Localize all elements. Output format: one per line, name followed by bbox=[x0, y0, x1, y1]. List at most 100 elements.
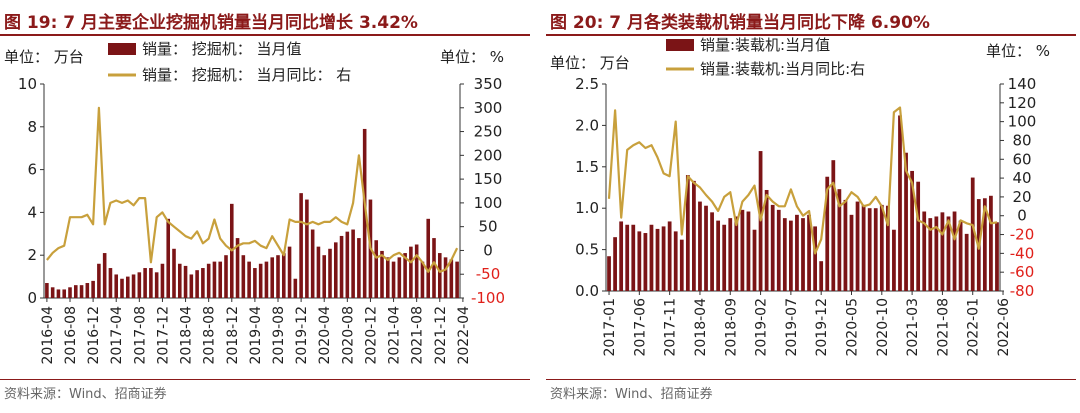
bar bbox=[843, 199, 848, 291]
x-tick-label: 2018-04 bbox=[693, 298, 709, 357]
bar bbox=[995, 222, 999, 291]
bar bbox=[328, 248, 332, 298]
bar bbox=[56, 289, 61, 298]
legend-bar-swatch bbox=[666, 39, 694, 51]
x-tick-label: 2020-05 bbox=[844, 298, 860, 357]
bar bbox=[45, 283, 49, 298]
right-unit-label: 单位： % bbox=[986, 42, 1050, 60]
bar bbox=[160, 263, 165, 298]
right-tick-label: 250 bbox=[474, 123, 503, 141]
chart-title: 图 19: 7 月主要企业挖掘机销量当月同比增长 3.42% bbox=[4, 13, 418, 33]
bar bbox=[432, 238, 436, 298]
bar bbox=[685, 175, 690, 291]
bar bbox=[339, 235, 344, 298]
bar bbox=[788, 220, 793, 291]
bar bbox=[776, 209, 781, 291]
bar bbox=[380, 250, 384, 298]
legend-item: 销量： 挖掘机： 当月同比： 右 bbox=[142, 66, 351, 84]
bar bbox=[172, 248, 176, 298]
bar bbox=[637, 231, 642, 291]
x-tick-label: 2019-02 bbox=[754, 298, 770, 357]
bar bbox=[247, 261, 251, 298]
bar bbox=[420, 261, 425, 298]
bar bbox=[426, 218, 431, 298]
right-tick-label: -100 bbox=[471, 289, 505, 307]
bar bbox=[281, 253, 286, 298]
right-tick-label: -80 bbox=[1010, 282, 1035, 300]
bar bbox=[619, 221, 624, 291]
bar bbox=[414, 244, 419, 298]
x-tick-label: 2019-08 bbox=[271, 306, 287, 365]
bar bbox=[885, 205, 890, 291]
x-tick-label: 2017-11 bbox=[663, 298, 679, 357]
bar bbox=[276, 255, 280, 298]
x-tick-label: 2018-04 bbox=[179, 306, 195, 365]
bar bbox=[189, 274, 194, 298]
bar bbox=[861, 204, 866, 291]
yoy-line bbox=[607, 106, 998, 255]
bar bbox=[293, 278, 298, 298]
right-tick-label: 0 bbox=[1017, 207, 1027, 225]
bar bbox=[813, 226, 818, 291]
bar bbox=[235, 238, 240, 298]
bar bbox=[397, 257, 402, 298]
right-tick-label: 300 bbox=[474, 99, 503, 117]
bar bbox=[218, 261, 223, 298]
chart-panel-right: 图 20: 7 月各类装载机销量当月同比下降 6.90% 单位： 万台 单位： %… bbox=[546, 0, 1076, 413]
bar bbox=[989, 195, 993, 291]
x-tick-label: 2018-09 bbox=[723, 298, 739, 357]
bar bbox=[125, 276, 130, 298]
bar bbox=[625, 224, 630, 291]
bar bbox=[264, 261, 269, 298]
x-tick-label: 2016-08 bbox=[63, 306, 79, 365]
bar bbox=[752, 229, 757, 291]
bar bbox=[673, 231, 678, 291]
legend-bar-swatch bbox=[108, 43, 136, 55]
left-tick-label: 0 bbox=[27, 289, 37, 307]
bar bbox=[149, 268, 153, 298]
x-tick-label: 2018-12 bbox=[225, 306, 241, 365]
bar bbox=[613, 237, 617, 291]
bar bbox=[831, 160, 836, 291]
x-tick-label: 2020-10 bbox=[875, 298, 891, 357]
x-tick-label: 2017-12 bbox=[155, 306, 171, 365]
x-tick-label: 2021-04 bbox=[387, 306, 403, 365]
bar bbox=[679, 239, 684, 291]
x-tick-label: 2018-08 bbox=[202, 306, 218, 365]
source-note: 资料来源：Wind、招商证券 bbox=[4, 387, 167, 402]
bar bbox=[764, 189, 769, 291]
x-tick-label: 2022-01 bbox=[966, 298, 982, 357]
bar bbox=[177, 263, 182, 298]
bar bbox=[631, 224, 636, 291]
legend-item: 销量： 挖掘机： 当月值 bbox=[142, 40, 302, 58]
bar bbox=[345, 231, 350, 298]
bar bbox=[873, 208, 878, 291]
bar bbox=[952, 211, 957, 291]
right-tick-label: 140 bbox=[1008, 75, 1037, 93]
bar bbox=[137, 272, 142, 298]
bar bbox=[374, 240, 379, 298]
bar bbox=[68, 287, 72, 298]
bar bbox=[795, 214, 799, 291]
left-tick-label: 1.0 bbox=[575, 199, 599, 217]
bar bbox=[120, 278, 124, 298]
bar bbox=[819, 261, 824, 291]
bar bbox=[734, 216, 739, 291]
bar bbox=[964, 233, 969, 291]
bar bbox=[643, 233, 648, 291]
left-tick-label: 0.0 bbox=[575, 282, 599, 300]
title-rule bbox=[546, 34, 1076, 36]
bar bbox=[746, 211, 751, 291]
bar bbox=[922, 211, 927, 291]
bar bbox=[62, 289, 67, 298]
bar bbox=[316, 246, 321, 298]
bar bbox=[740, 209, 745, 291]
chart-title: 图 20: 7 月各类装载机销量当月同比下降 6.90% bbox=[550, 13, 930, 33]
bar bbox=[73, 285, 78, 298]
bar bbox=[391, 261, 396, 298]
bar bbox=[154, 272, 159, 298]
bar bbox=[801, 218, 805, 291]
bar bbox=[287, 246, 292, 298]
